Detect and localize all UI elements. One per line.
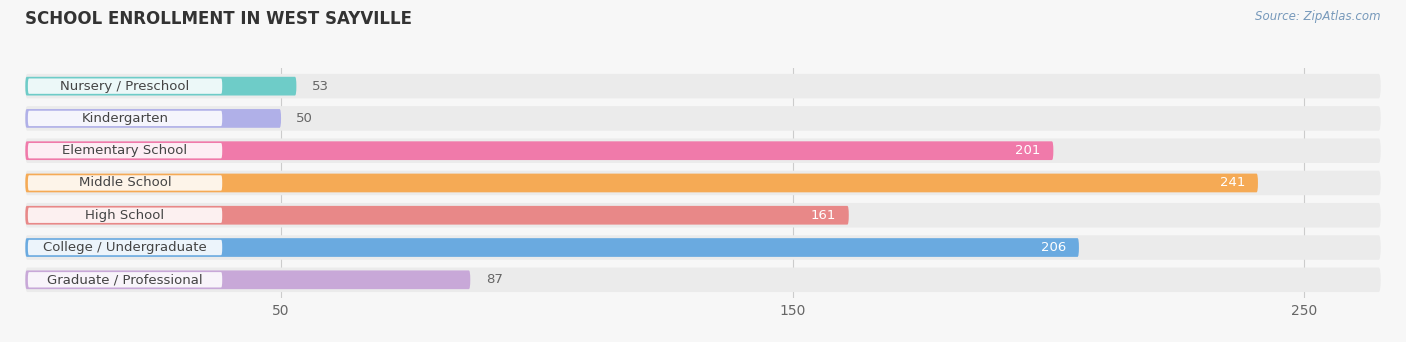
FancyBboxPatch shape xyxy=(28,111,222,126)
FancyBboxPatch shape xyxy=(25,141,1053,160)
Text: Nursery / Preschool: Nursery / Preschool xyxy=(60,80,190,93)
Text: 50: 50 xyxy=(297,112,314,125)
FancyBboxPatch shape xyxy=(25,109,281,128)
FancyBboxPatch shape xyxy=(25,74,1381,98)
FancyBboxPatch shape xyxy=(25,206,849,225)
Text: Elementary School: Elementary School xyxy=(62,144,187,157)
Text: SCHOOL ENROLLMENT IN WEST SAYVILLE: SCHOOL ENROLLMENT IN WEST SAYVILLE xyxy=(25,10,412,28)
Text: 161: 161 xyxy=(811,209,837,222)
FancyBboxPatch shape xyxy=(25,106,1381,131)
FancyBboxPatch shape xyxy=(25,139,1381,163)
FancyBboxPatch shape xyxy=(28,240,222,255)
Text: 53: 53 xyxy=(312,80,329,93)
FancyBboxPatch shape xyxy=(28,78,222,94)
Text: High School: High School xyxy=(86,209,165,222)
FancyBboxPatch shape xyxy=(28,208,222,223)
FancyBboxPatch shape xyxy=(25,271,470,289)
FancyBboxPatch shape xyxy=(25,171,1381,195)
FancyBboxPatch shape xyxy=(25,203,1381,227)
Text: Kindergarten: Kindergarten xyxy=(82,112,169,125)
Text: Graduate / Professional: Graduate / Professional xyxy=(48,273,202,286)
FancyBboxPatch shape xyxy=(25,174,1258,192)
Text: 201: 201 xyxy=(1015,144,1040,157)
FancyBboxPatch shape xyxy=(25,238,1078,257)
Text: 241: 241 xyxy=(1220,176,1246,189)
Text: Source: ZipAtlas.com: Source: ZipAtlas.com xyxy=(1256,10,1381,23)
FancyBboxPatch shape xyxy=(25,267,1381,292)
FancyBboxPatch shape xyxy=(28,143,222,158)
Text: Middle School: Middle School xyxy=(79,176,172,189)
Text: College / Undergraduate: College / Undergraduate xyxy=(44,241,207,254)
FancyBboxPatch shape xyxy=(25,235,1381,260)
FancyBboxPatch shape xyxy=(25,77,297,95)
FancyBboxPatch shape xyxy=(28,272,222,288)
FancyBboxPatch shape xyxy=(28,175,222,190)
Text: 87: 87 xyxy=(485,273,502,286)
Text: 206: 206 xyxy=(1040,241,1066,254)
